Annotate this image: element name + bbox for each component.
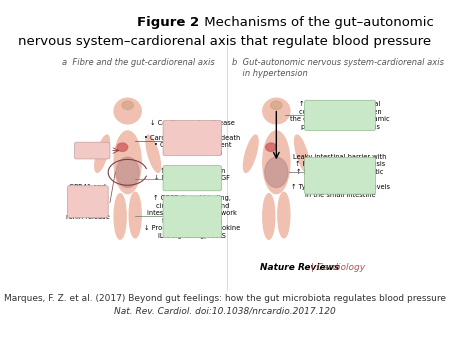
FancyBboxPatch shape [305,100,375,130]
Ellipse shape [129,192,141,238]
Ellipse shape [114,194,126,239]
Ellipse shape [114,131,141,194]
Ellipse shape [146,135,161,172]
FancyBboxPatch shape [68,186,108,218]
Text: a  Fibre and the gut-cardiorenal axis: a Fibre and the gut-cardiorenal axis [62,58,215,67]
Text: ↑ Circadian rhythm
↓ MAPK, Iduc, and TGF
   signalling: ↑ Circadian rhythm ↓ MAPK, Iduc, and TGF… [154,168,230,189]
Text: ↓ Cardiovascular disease
• Cardiac fibrosis
• Cardiac necrosis/cell death
• Card: ↓ Cardiovascular disease • Cardiac fibro… [144,120,240,156]
Circle shape [263,98,290,124]
Ellipse shape [295,135,309,172]
Text: ↑ Sympathetic neuronal
communication between
the gut and the hypothalamic
parave: ↑ Sympathetic neuronal communication bet… [290,101,390,130]
Text: Nature Reviews: Nature Reviews [261,263,340,272]
Ellipse shape [263,194,275,239]
FancyBboxPatch shape [75,142,110,159]
Ellipse shape [270,101,282,110]
Ellipse shape [122,101,133,110]
Text: Figure 2: Figure 2 [137,17,199,29]
Text: b  Gut-autonomic nervous system-cardiorenal axis
    in hypertension: b Gut-autonomic nervous system-cardioren… [232,58,444,78]
Text: Marques, F. Z. et al. (2017) Beyond gut feelings: how the gut microbiota regulat: Marques, F. Z. et al. (2017) Beyond gut … [4,294,446,303]
Ellipse shape [278,192,290,238]
Ellipse shape [117,143,128,151]
FancyBboxPatch shape [305,157,375,194]
Text: ↑ GPCR ligand binding,
circadian rhythm, and
intestinal immune network
for IgA p: ↑ GPCR ligand binding, circadian rhythm,… [144,195,240,239]
Ellipse shape [266,143,276,151]
FancyBboxPatch shape [163,196,221,238]
Text: | Cardiology: | Cardiology [308,263,365,272]
Circle shape [114,98,141,124]
Ellipse shape [243,135,258,172]
Ellipse shape [116,157,139,188]
Text: Nat. Rev. Cardiol. doi:10.1038/nrcardio.2017.120: Nat. Rev. Cardiol. doi:10.1038/nrcardio.… [114,307,336,316]
Text: GPR41 and
Olfr518
receptors
influence
renin release: GPR41 and Olfr518 receptors influence re… [66,184,110,220]
Text: Inhibition
of HDAC9: Inhibition of HDAC9 [76,144,108,157]
FancyBboxPatch shape [163,120,221,155]
Ellipse shape [263,131,290,194]
Text: Leaky intestinal barrier with
↑ Permeability and fibrosis
↑ Splanchnic sympathet: Leaky intestinal barrier with ↑ Permeabi… [291,154,390,198]
FancyBboxPatch shape [163,166,221,191]
Text: Mechanisms of the gut–autonomic: Mechanisms of the gut–autonomic [199,17,433,29]
Ellipse shape [95,135,109,172]
Text: nervous system–cardiorenal axis that regulate blood pressure: nervous system–cardiorenal axis that reg… [18,35,432,48]
Ellipse shape [265,157,288,188]
